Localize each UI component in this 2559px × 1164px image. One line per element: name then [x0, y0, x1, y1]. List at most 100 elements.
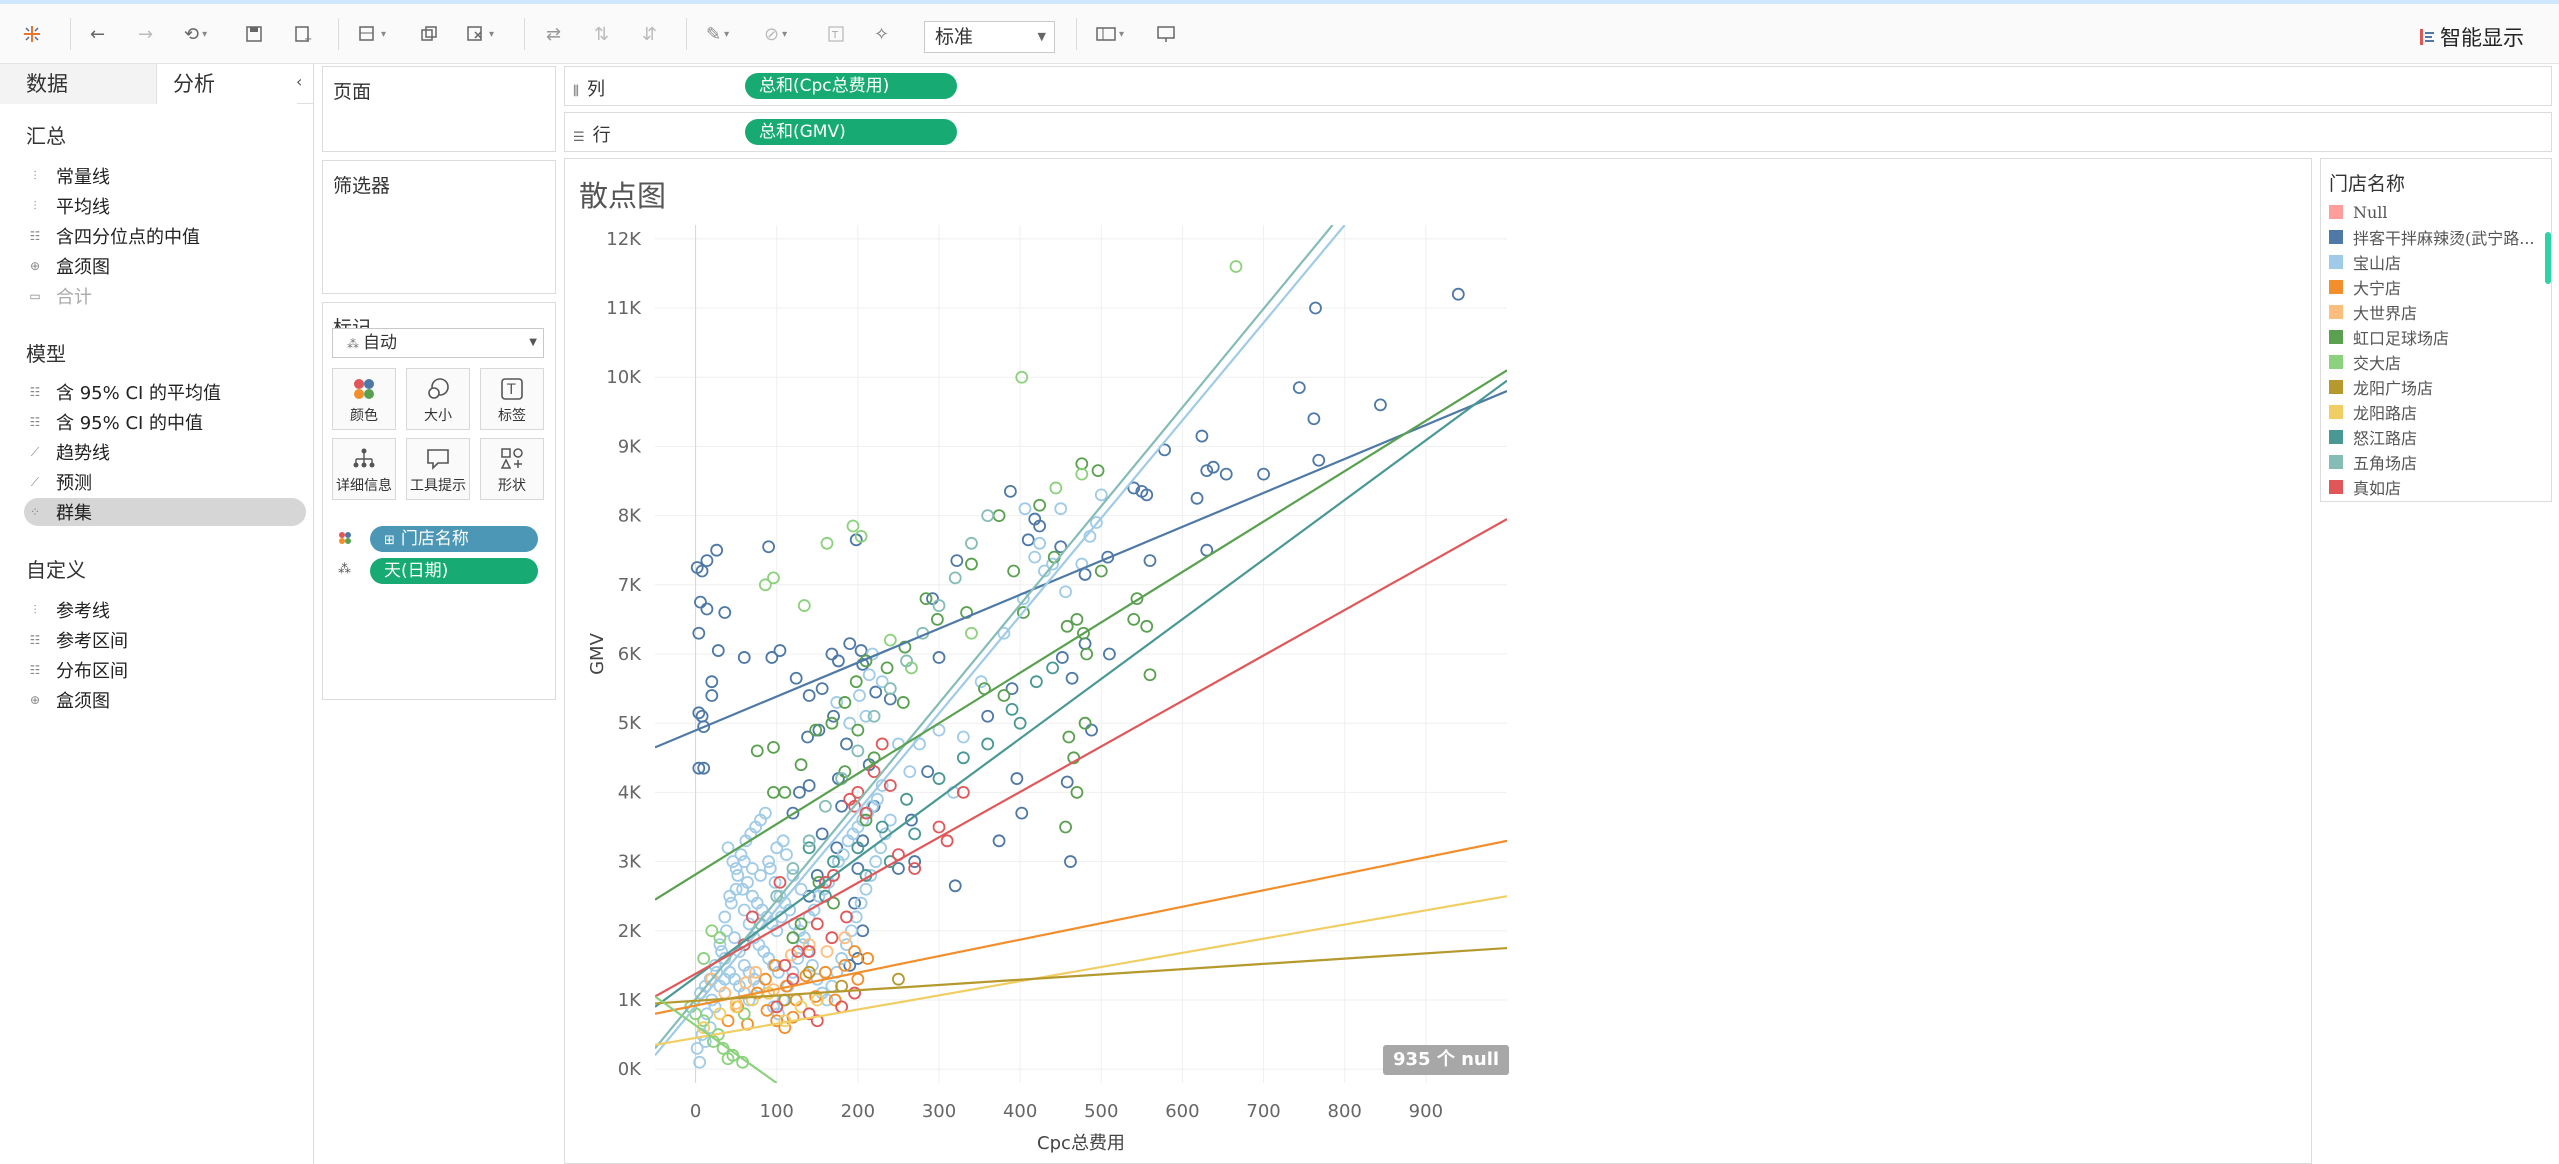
show-me-button[interactable]: 智能显示 [2420, 22, 2524, 52]
analysis-item-median-ci[interactable]: ☷ 含 95% CI 的中值 [26, 408, 203, 436]
analysis-item-box-plot-custom[interactable]: ⊕ 盒须图 [26, 686, 110, 714]
toolbar-separator [1076, 18, 1077, 50]
rows-shelf[interactable]: ☰ 行 总和(GMV) [564, 112, 2552, 152]
scatter-point [892, 862, 905, 875]
scatter-point [875, 779, 889, 792]
legend-item[interactable]: 拌客干拌麻辣烫(武宁路... [2329, 226, 2547, 248]
marks-color-button[interactable]: 颜色 [332, 368, 396, 430]
legend-item-label: 交大店 [2353, 354, 2402, 373]
pin-axes-icon[interactable]: ✧ [874, 23, 890, 45]
save-icon[interactable] [246, 20, 262, 48]
analysis-item-median-quartiles[interactable]: ☷ 含四分位点的中值 [26, 222, 200, 250]
redo-icon[interactable]: → [138, 23, 154, 45]
analysis-item-reference-band[interactable]: ☷ 参考区间 [26, 626, 128, 654]
legend-swatch [2329, 405, 2343, 419]
sort-ascending-icon[interactable]: ⇅ [594, 23, 610, 45]
show-cards-icon[interactable]: ▾ [1096, 20, 1124, 48]
analysis-item-average-ci[interactable]: ☷ 含 95% CI 的平均值 [26, 378, 221, 406]
analysis-item-reference-line[interactable]: ⫶ 参考线 [26, 596, 110, 624]
tableau-logo-icon[interactable] [22, 20, 42, 48]
marks-tooltip-button[interactable]: 工具提示 [406, 438, 470, 500]
mark-type-select[interactable]: ⁂ 自动 ▼ [332, 328, 544, 358]
analysis-item-label: 含四分位点的中值 [56, 227, 200, 248]
highlight-icon[interactable]: ✎ ▾ [706, 23, 730, 45]
marks-shape-button[interactable]: 形状 [480, 438, 544, 500]
analysis-item-cluster[interactable]: ⁘ 群集 [24, 498, 306, 526]
legend-item[interactable]: 虹口足球场店 [2329, 326, 2547, 348]
marks-field-day-date[interactable]: 天(日期) [370, 558, 538, 584]
scatter-point [896, 696, 910, 709]
scatter-point [1005, 702, 1019, 716]
analysis-item-totals[interactable]: ▭ 合计 [26, 282, 92, 310]
scatter-point [1065, 671, 1079, 685]
tab-analysis[interactable]: 分析 [157, 64, 297, 104]
scatter-point [848, 896, 862, 910]
median-quartile-icon: ☷ [29, 229, 41, 243]
swap-axes-icon[interactable]: ⇄ [546, 23, 562, 45]
undo-icon[interactable]: ← [90, 23, 106, 45]
scatter-point [892, 972, 905, 986]
scatter-plot[interactable]: 0K 1K 2K 3K 4K 5K 6K 7K 8K 9K 10K 11K 12K 0 100 200 300 4… [565, 159, 2311, 1163]
view-size-select[interactable]: 标准 ▼ [924, 21, 1055, 53]
analysis-item-trend-line[interactable]: ⟋ 趋势线 [26, 438, 110, 466]
x-tick-label: 100 [760, 1101, 794, 1122]
collapse-pane-icon[interactable]: ‹ [296, 72, 303, 91]
scatter-point [758, 972, 772, 986]
analysis-item-box-plot[interactable]: ⊕ 盒须图 [26, 252, 110, 280]
group-members-icon[interactable]: ⊘ ▾ [764, 23, 788, 45]
null-indicator[interactable]: 935 个 null [1383, 1045, 1510, 1075]
filters-card-title: 筛选器 [333, 175, 391, 197]
legend-item[interactable]: 大世界店 [2329, 301, 2547, 323]
new-datasource-icon[interactable]: + [294, 20, 312, 48]
tab-data[interactable]: 数据 [0, 64, 157, 104]
scatter-point [754, 869, 767, 882]
marks-field-store-name[interactable]: ⊞ 门店名称 [370, 526, 538, 552]
rows-pill-gmv[interactable]: 总和(GMV) [745, 119, 957, 145]
legend-item[interactable]: 真如店 [2329, 476, 2547, 498]
x-tick-label: 600 [1165, 1101, 1199, 1122]
show-mark-labels-icon[interactable]: T [828, 20, 844, 48]
marks-detail-button[interactable]: 详细信息 [332, 438, 396, 500]
svg-text:T: T [506, 382, 516, 398]
scatter-point [1094, 488, 1108, 502]
clear-sheet-icon[interactable]: ▾ [466, 20, 494, 48]
new-worksheet-icon[interactable]: ▾ [358, 20, 386, 48]
view-canvas[interactable]: 散点图 0K 1K 2K 3K 4K 5K 6K 7K 8K 9K 10K 11K 12K 0 100 200… [564, 158, 2312, 1164]
filters-card[interactable]: 筛选器 [322, 160, 556, 294]
legend-item[interactable]: 五角场店 [2329, 451, 2547, 473]
replay-icon[interactable]: ⟲ ▾ [184, 23, 208, 45]
analysis-item-average-line[interactable]: ⫶ 平均线 [26, 192, 110, 220]
scatter-point [932, 651, 946, 664]
marks-size-button[interactable]: 大小 [406, 368, 470, 430]
legend-item[interactable]: 龙阳广场店 [2329, 376, 2547, 398]
scatter-point [780, 848, 793, 862]
legend-item[interactable]: 宝山店 [2329, 251, 2547, 273]
columns-pill-cpc[interactable]: 总和(Cpc总费用) [745, 73, 957, 99]
marks-label-button[interactable]: T 标签 [480, 368, 544, 430]
chevron-down-icon: ▼ [529, 337, 537, 348]
presentation-mode-icon[interactable] [1156, 20, 1176, 48]
analysis-item-distribution-band[interactable]: ☷ 分布区间 [26, 656, 128, 684]
scatter-point [1016, 606, 1030, 619]
legend-item[interactable]: 怒江路店 [2329, 426, 2547, 448]
analysis-item-constant-line[interactable]: ⫶ 常量线 [26, 162, 110, 190]
sort-descending-icon[interactable]: ⇵ [642, 23, 658, 45]
pages-card[interactable]: 页面 [322, 66, 556, 152]
toolbar-separator [70, 18, 71, 50]
legend-item[interactable]: Null [2329, 201, 2547, 223]
legend-item[interactable]: 交大店 [2329, 351, 2547, 373]
analysis-item-forecast[interactable]: ⟋ 预测 [26, 468, 92, 496]
legend-scrollbar[interactable] [2545, 232, 2551, 284]
scatter-point [778, 785, 792, 799]
legend-item[interactable]: 龙阳路店 [2329, 401, 2547, 423]
legend-swatch [2329, 455, 2343, 469]
scatter-point [692, 626, 706, 640]
scatter-point [1143, 554, 1157, 567]
duplicate-sheet-icon[interactable] [420, 20, 438, 48]
columns-shelf[interactable]: ⫼ 列 总和(Cpc总费用) [564, 66, 2552, 106]
legend-item-label: 拌客干拌麻辣烫(武宁路... [2353, 229, 2535, 248]
scatter-point [883, 779, 897, 792]
scatter-point [737, 651, 751, 664]
scatter-point [948, 879, 962, 893]
legend-item[interactable]: 大宁店 [2329, 276, 2547, 298]
